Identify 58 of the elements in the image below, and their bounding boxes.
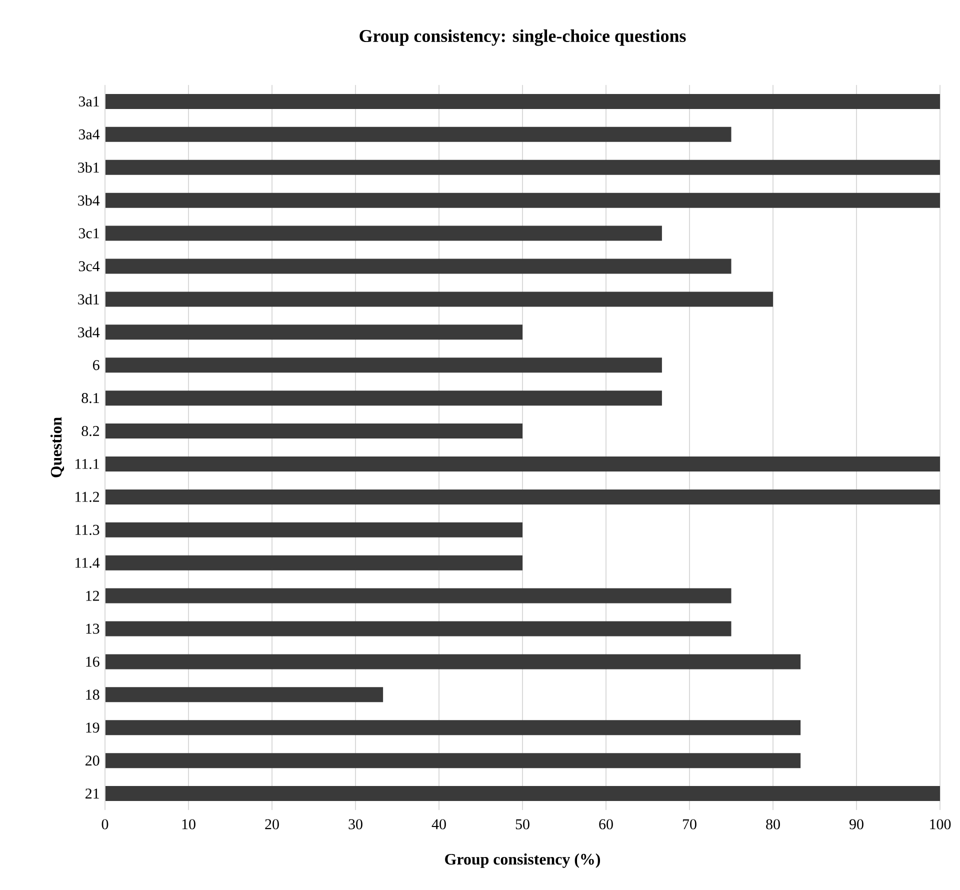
y-tick-label: 16 (86, 656, 100, 667)
bar (105, 654, 801, 670)
y-tick-label: 3b1 (78, 162, 99, 173)
x-tick-label: 10 (182, 819, 196, 830)
y-tick-label: 12 (86, 590, 99, 601)
y-tick-label: 3b4 (78, 195, 100, 206)
bar (105, 358, 662, 373)
y-tick-label: 11.3 (76, 524, 100, 535)
y-tick-label: 3d1 (78, 294, 99, 304)
bar (105, 390, 662, 406)
y-tick-label: 3d4 (78, 326, 100, 338)
bar (105, 258, 732, 274)
bar (105, 456, 940, 472)
bar (105, 786, 940, 802)
y-tick-label: 6 (92, 360, 100, 370)
y-tick-label: 11.4 (76, 558, 100, 568)
bar (105, 292, 774, 307)
bar (105, 621, 732, 636)
y-tick-label: 8.2 (82, 426, 99, 436)
x-axis-title: Group consistency (%) (445, 853, 600, 868)
y-tick-label: 3a1 (78, 96, 99, 106)
y-tick-label: 3c1 (78, 228, 99, 238)
y-tick-label: 3c4 (78, 261, 100, 272)
bar (105, 94, 940, 109)
x-tick-label: 0 (102, 819, 108, 830)
bar (105, 192, 940, 208)
bar (105, 126, 732, 142)
bar (105, 324, 523, 340)
y-tick-label: 11.1 (76, 458, 99, 470)
y-tick-label: 8.1 (82, 393, 99, 404)
x-tick-label: 80 (766, 819, 780, 830)
bar (105, 226, 662, 241)
y-tick-label: 18 (86, 690, 100, 700)
y-tick-label: 13 (86, 624, 100, 634)
x-tick-label: 30 (348, 819, 362, 830)
bar (105, 489, 940, 504)
y-tick-label: 19 (86, 722, 100, 733)
y-tick-label: 3a4 (78, 129, 100, 140)
x-tick-label: 50 (516, 819, 530, 830)
x-tick-label: 70 (683, 819, 696, 830)
bar (105, 424, 523, 439)
x-tick-label: 20 (265, 819, 279, 830)
y-tick-label: 11.2 (76, 492, 99, 502)
bar (105, 588, 732, 604)
bar (105, 160, 940, 175)
y-axis-title: Question (50, 417, 64, 478)
bar (105, 687, 384, 702)
bar (105, 720, 801, 736)
x-tick-label: 100 (930, 819, 951, 830)
bar (105, 555, 523, 570)
x-tick-label: 90 (850, 819, 864, 830)
y-tick-label: 21 (86, 788, 99, 798)
bar (105, 753, 801, 768)
y-tick-label: 20 (86, 756, 100, 766)
chart-title: Group consistency: single-choice questions (360, 29, 686, 46)
x-tick-label: 40 (432, 819, 446, 830)
bar (105, 522, 523, 538)
x-tick-label: 60 (599, 819, 613, 830)
